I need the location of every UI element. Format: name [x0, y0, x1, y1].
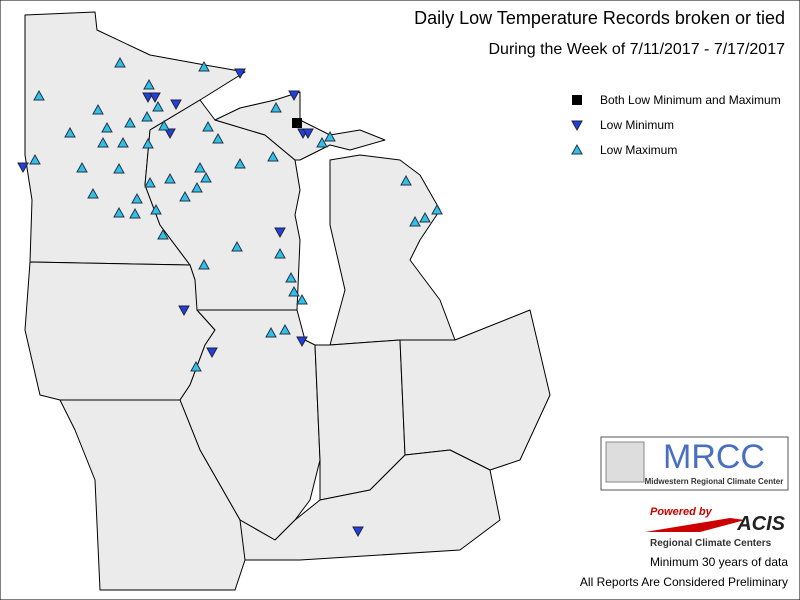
station-markers: [17, 56, 443, 538]
note: Minimum 30 years of data: [650, 555, 788, 569]
marker-low-max: [92, 103, 104, 115]
marker-low-max: [124, 116, 136, 128]
swoosh: [645, 518, 745, 532]
marker-low-min: [296, 336, 308, 348]
marker-low-max: [274, 247, 286, 259]
marker-low-max: [143, 78, 155, 90]
marker-low-max: [142, 137, 154, 149]
marker-low-max: [409, 215, 421, 227]
marker-low-max: [129, 207, 141, 219]
marker-low-max: [131, 192, 143, 204]
marker-low-max: [234, 157, 246, 169]
marker-low-max: [194, 161, 206, 173]
marker-low-min: [178, 305, 190, 317]
logo-caption: Midwestern Regional Climate Center: [645, 477, 784, 486]
marker-low-max: [198, 60, 210, 72]
logo-text: MRCC: [663, 438, 765, 476]
kentucky: [239, 449, 501, 561]
marker-low-min: [274, 227, 286, 239]
powered-by: Powered by: [650, 506, 713, 518]
marker-low-min: [234, 68, 246, 80]
marker-low-max: [324, 130, 336, 142]
marker-low-min: [164, 128, 176, 140]
marker-low-min: [149, 92, 161, 104]
marker-low-max: [141, 110, 153, 122]
marker-low-max: [64, 126, 76, 138]
legend-label: Low Maximum: [600, 143, 677, 157]
marker-low-max: [270, 101, 282, 113]
marker-low-max: [191, 181, 203, 193]
marker-low-min: [142, 92, 154, 104]
marker-low-min: [206, 347, 218, 359]
legend: Both Low Minimum and Maximum Low Minimum L…: [571, 93, 781, 157]
marker-low-max: [97, 136, 109, 148]
marker-low-max: [152, 100, 164, 112]
acis-caption: Regional Climate Centers: [650, 538, 772, 549]
marker-low-max: [190, 360, 202, 372]
marker-low-max: [179, 190, 191, 202]
marker-low-max: [150, 203, 162, 215]
marker-low-max: [279, 323, 291, 335]
marker-low-max: [76, 161, 88, 173]
acis-text: ACIS: [736, 513, 785, 535]
marker-low-max: [29, 153, 41, 165]
marker-low-max: [101, 121, 113, 133]
marker-low-max: [33, 89, 45, 101]
note: All Reports Are Considered Preliminary: [580, 575, 788, 589]
marker-low-max: [419, 211, 431, 223]
marker-low-max: [158, 119, 170, 131]
marker-low-max: [231, 240, 243, 252]
marker-low-max: [114, 56, 126, 68]
acis-logo: Powered by ACIS Regional Climate Centers: [645, 506, 786, 549]
marker-low-min: [17, 162, 29, 174]
marker-low-max: [202, 120, 214, 132]
marker-low-max: [296, 293, 308, 305]
marker-low-max: [144, 176, 156, 188]
marker-low-max: [431, 203, 443, 215]
marker-low-max: [113, 162, 125, 174]
marker-low-min: [352, 526, 364, 538]
iowa: [24, 261, 216, 401]
marker-low-max: [571, 143, 583, 155]
marker-low-min: [302, 128, 314, 140]
michigan-lower: [329, 154, 456, 346]
marker-low-min: [170, 99, 182, 111]
marker-low-min: [571, 120, 583, 132]
title: Daily Low Temperature Records broken or …: [414, 8, 785, 28]
marker-low-max: [288, 285, 300, 297]
marker-low-max: [200, 171, 212, 183]
marker-low-max: [117, 136, 129, 148]
legend-label: Both Low Minimum and Maximum: [600, 93, 781, 107]
marker-low-max: [285, 271, 297, 283]
mrcc-logo: MRCC Midwestern Regional Climate Center: [600, 436, 789, 491]
legend-label: Low Minimum: [600, 118, 674, 132]
subtitle: During the Week of 7/11/2017 - 7/17/2017: [489, 41, 786, 58]
marker-low-max: [265, 326, 277, 338]
marker-low-max: [157, 228, 169, 240]
marker-both: [292, 118, 302, 128]
marker-low-max: [164, 172, 176, 184]
marker-both: [572, 95, 582, 105]
marker-low-max: [316, 136, 328, 148]
states: [24, 11, 551, 591]
marker-low-max: [113, 206, 125, 218]
marker-low-max: [198, 258, 210, 270]
marker-low-max: [87, 187, 99, 199]
marker-low-max: [400, 174, 412, 186]
marker-low-max: [212, 132, 224, 144]
logo-map: [605, 441, 645, 483]
marker-low-max: [267, 150, 279, 162]
marker-low-min: [288, 90, 300, 102]
